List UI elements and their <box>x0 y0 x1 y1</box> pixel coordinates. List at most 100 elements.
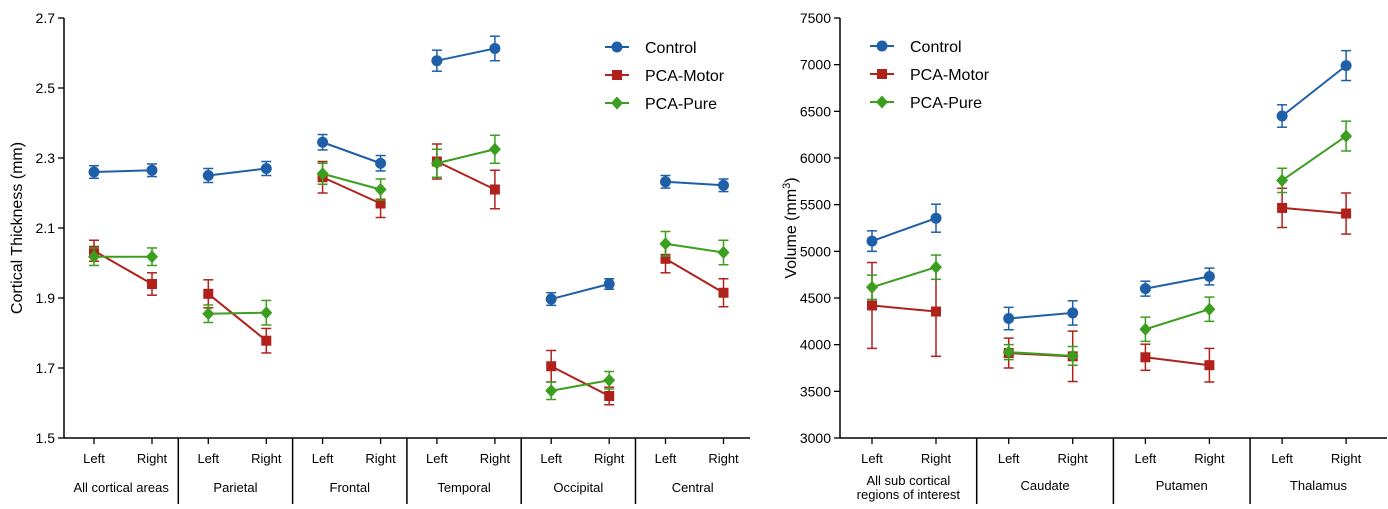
series-line-segment <box>436 160 496 191</box>
data-point <box>431 55 443 67</box>
data-point <box>604 391 615 401</box>
group-label: Occipital <box>553 480 603 495</box>
legend-marker <box>876 95 888 109</box>
x-tick-label: Right <box>1058 451 1089 466</box>
group-label: Putamen <box>1156 478 1208 493</box>
x-tick-label: Left <box>1271 451 1293 466</box>
data-point <box>1203 302 1216 316</box>
data-point <box>1277 202 1288 213</box>
data-point <box>374 183 387 196</box>
data-point <box>660 176 671 188</box>
legend-marker <box>877 69 887 79</box>
x-tick-label: Right <box>708 451 739 466</box>
data-point <box>1003 313 1015 325</box>
data-point <box>718 179 729 191</box>
series-line-segment <box>1281 64 1347 117</box>
series-line-segment <box>322 172 381 191</box>
series-control <box>866 49 1352 331</box>
data-point <box>1139 283 1151 295</box>
y-axis-title-text: Volume (mm <box>783 189 800 279</box>
data-point <box>375 157 387 169</box>
series-line-segment <box>665 180 724 187</box>
y-axis-title-close: ) <box>783 177 800 182</box>
legend-label: PCA-Pure <box>645 96 717 113</box>
data-point <box>488 142 501 156</box>
group-label: Thalamus <box>1290 478 1348 493</box>
data-point <box>1203 271 1215 283</box>
y-tick-label: 3500 <box>800 383 831 399</box>
data-point <box>546 361 557 372</box>
series-control <box>88 35 729 307</box>
data-point <box>202 307 215 321</box>
y-axis-title-sup: 3 <box>781 183 793 189</box>
x-tick-label: Left <box>540 451 562 466</box>
x-tick-label: Left <box>861 451 883 466</box>
series-line-segment <box>1008 311 1073 320</box>
legend-label: PCA-Motor <box>910 67 990 84</box>
group-label: Frontal <box>330 480 371 495</box>
y-tick-label: 4500 <box>800 290 831 306</box>
x-tick-label: Left <box>655 451 677 466</box>
data-point <box>317 136 329 148</box>
data-point <box>430 156 443 170</box>
series-line-segment <box>871 304 937 313</box>
series-line-segment <box>664 257 725 294</box>
series-line-segment <box>436 47 496 62</box>
y-tick-label: 6000 <box>800 150 831 166</box>
data-point <box>260 163 272 174</box>
series-line-segment <box>1281 135 1347 182</box>
series-line-segment <box>550 283 610 301</box>
series-line-segment <box>551 379 610 392</box>
y-tick-label: 7000 <box>800 57 831 73</box>
x-tick-label: Right <box>1331 451 1362 466</box>
y-axis-title: Cortical Thickness (mm) <box>9 142 26 314</box>
x-tick-label: Left <box>426 451 448 466</box>
series-line-segment <box>1145 275 1210 290</box>
x-tick-label: Right <box>251 451 282 466</box>
y-tick-label: 2.5 <box>36 80 56 96</box>
data-point <box>545 293 557 305</box>
group-label: Temporal <box>437 480 491 495</box>
group-label: Caudate <box>1020 478 1069 493</box>
series-pca-motor <box>89 143 729 406</box>
data-point <box>489 184 500 195</box>
data-point <box>1276 110 1288 122</box>
y-tick-label: 6500 <box>800 103 831 119</box>
series-line-segment <box>1282 206 1347 215</box>
data-point <box>866 235 878 247</box>
legend-label: Control <box>645 40 697 57</box>
data-point <box>316 167 329 181</box>
series-line-segment <box>871 266 937 289</box>
series-line-segment <box>550 365 610 397</box>
data-point <box>375 198 386 209</box>
data-point <box>931 306 941 317</box>
data-point <box>1340 129 1353 143</box>
data-point <box>545 384 558 398</box>
series-line-segment <box>208 311 267 315</box>
y-tick-label: 1.7 <box>36 360 56 376</box>
data-point <box>489 42 501 54</box>
y-tick-label: 1.9 <box>36 290 56 306</box>
x-tick-label: Left <box>998 451 1020 466</box>
y-tick-label: 2.1 <box>36 220 56 236</box>
x-tick-label: Left <box>197 451 219 466</box>
legend-marker <box>612 70 622 80</box>
x-tick-label: Right <box>365 451 396 466</box>
legend-label: PCA-Pure <box>910 95 982 112</box>
series-line-segment <box>1008 351 1073 357</box>
legend-marker <box>876 40 888 52</box>
legend: Control PCA-Motor PCA-Pure <box>870 39 990 112</box>
chart-panel-1: 3000 3500 4000 4500 5000 5500 6000 6500 7000 7500… <box>781 10 1387 504</box>
series-pca-pure <box>866 120 1353 366</box>
data-point <box>261 335 272 346</box>
series-line-segment <box>665 242 724 254</box>
data-point <box>603 373 616 387</box>
data-point <box>1066 349 1079 363</box>
data-point <box>1340 60 1352 72</box>
data-point <box>718 287 729 298</box>
data-point <box>146 164 158 176</box>
data-point <box>1341 208 1352 219</box>
chart-panel-0: 1.5 1.7 1.9 2.1 2.3 2.5 2.7 Cortical Thickness … <box>9 10 750 504</box>
legend-marker <box>611 41 623 53</box>
series-pca-pure <box>88 134 730 401</box>
